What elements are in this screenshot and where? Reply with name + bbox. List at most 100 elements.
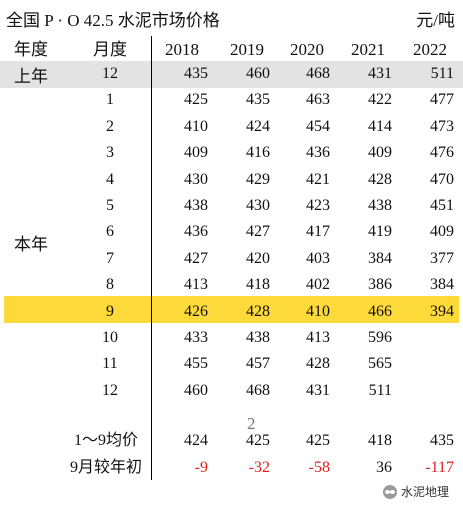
table-title: 全国 P · O 42.5 水泥市场价格 <box>6 11 220 30</box>
price-cell: 477 <box>430 91 454 109</box>
row-month: 5 <box>106 197 114 214</box>
price-cell: 426 <box>184 302 208 320</box>
price-cell: 431 <box>368 65 392 82</box>
summary-cell: 36 <box>376 459 392 476</box>
summary-label: 1～9均价 <box>73 432 138 449</box>
header-period: 年度 <box>14 40 48 59</box>
summary-cell: 425 <box>306 432 330 449</box>
price-cell: 511 <box>430 65 454 82</box>
summary-cell: -9 <box>194 459 208 476</box>
price-cell: 433 <box>184 329 208 346</box>
price-cell: 410 <box>184 117 208 135</box>
price-cell: 384 <box>430 276 454 294</box>
row-month: 7 <box>106 249 114 267</box>
price-cell <box>394 378 454 404</box>
header-year: 2018 <box>165 40 199 59</box>
wechat-icon <box>382 484 397 499</box>
price-cell: 468 <box>306 65 330 82</box>
price-cell: 422 <box>368 91 392 109</box>
summary-cell: -32 <box>248 459 270 476</box>
price-cell: 454 <box>306 117 330 135</box>
row-month: 12 <box>102 65 118 82</box>
price-cell: 409 <box>430 223 454 241</box>
price-cell: 413 <box>184 276 208 294</box>
row-month: 9 <box>106 302 114 320</box>
price-cell: 460 <box>184 381 208 399</box>
price-cell: 409 <box>368 144 392 162</box>
price-cell: 424 <box>246 117 270 135</box>
watermark: 水泥地理 <box>382 483 449 500</box>
price-cell <box>394 351 454 377</box>
price-cell: 429 <box>246 170 270 188</box>
price-cell: 455 <box>184 355 208 373</box>
price-cell: 423 <box>306 197 330 214</box>
price-cell: 425 <box>184 91 208 109</box>
price-cell: 414 <box>368 117 392 135</box>
summary-cell: 435 <box>430 432 454 449</box>
price-cell: 457 <box>246 355 270 373</box>
period-last-year: 上年 <box>14 67 48 86</box>
price-cell: 438 <box>184 197 208 214</box>
price-cell: 431 <box>306 381 330 399</box>
summary-label: 9月较年初 <box>69 459 142 476</box>
price-cell <box>394 325 454 351</box>
summary-cell: -58 <box>308 459 330 476</box>
price-cell: 466 <box>368 302 392 320</box>
row-month: 3 <box>106 144 114 162</box>
column-divider <box>151 36 152 480</box>
price-cell: 417 <box>306 223 330 241</box>
header-year: 2021 <box>351 40 385 59</box>
price-cell: 511 <box>368 381 392 399</box>
price-cell: 420 <box>246 249 270 267</box>
row-month: 10 <box>102 329 118 346</box>
unit-label: 元/吨 <box>416 11 455 30</box>
price-cell: 565 <box>368 355 392 373</box>
price-cell: 421 <box>306 170 330 188</box>
price-cell: 436 <box>306 144 330 162</box>
header-year: 2022 <box>413 40 447 59</box>
price-cell: 413 <box>306 329 330 346</box>
price-cell: 468 <box>246 381 270 399</box>
price-cell: 438 <box>368 197 392 214</box>
price-cell: 384 <box>368 249 392 267</box>
header-year: 2019 <box>230 40 264 59</box>
price-cell: 430 <box>184 170 208 188</box>
price-cell: 402 <box>306 276 330 294</box>
price-cell: 451 <box>430 197 454 214</box>
header-year: 2020 <box>290 40 324 59</box>
summary-cell: 418 <box>368 432 392 449</box>
price-cell: 410 <box>306 302 330 320</box>
summary-cell: 424 <box>184 432 208 449</box>
price-cell: 438 <box>246 329 270 346</box>
row-month: 12 <box>102 381 118 399</box>
price-cell: 418 <box>246 276 270 294</box>
price-cell: 470 <box>430 170 454 188</box>
price-cell: 596 <box>368 329 392 346</box>
summary-cell: -117 <box>425 459 454 476</box>
row-month: 11 <box>102 355 118 373</box>
price-cell: 419 <box>368 223 392 241</box>
price-cell: 409 <box>184 144 208 162</box>
last-year-highlight <box>0 61 463 88</box>
price-cell: 427 <box>184 249 208 267</box>
price-cell: 435 <box>246 91 270 109</box>
price-cell: 377 <box>430 249 454 267</box>
price-cell: 428 <box>368 170 392 188</box>
price-cell: 463 <box>306 91 330 109</box>
price-cell: 394 <box>430 302 454 320</box>
price-cell: 435 <box>184 65 208 82</box>
price-cell: 473 <box>430 117 454 135</box>
price-cell: 428 <box>246 302 270 320</box>
price-cell: 430 <box>246 197 270 214</box>
period-this-year: 本年 <box>14 235 48 254</box>
price-cell: 386 <box>368 276 392 294</box>
september-highlight <box>4 296 459 323</box>
price-cell: 436 <box>184 223 208 241</box>
price-cell: 416 <box>246 144 270 162</box>
header-month: 月度 <box>93 40 127 59</box>
price-cell: 403 <box>306 249 330 267</box>
watermark-text: 水泥地理 <box>400 485 449 499</box>
row-month: 6 <box>106 223 114 241</box>
price-cell: 427 <box>246 223 270 241</box>
price-cell: 460 <box>246 65 270 82</box>
